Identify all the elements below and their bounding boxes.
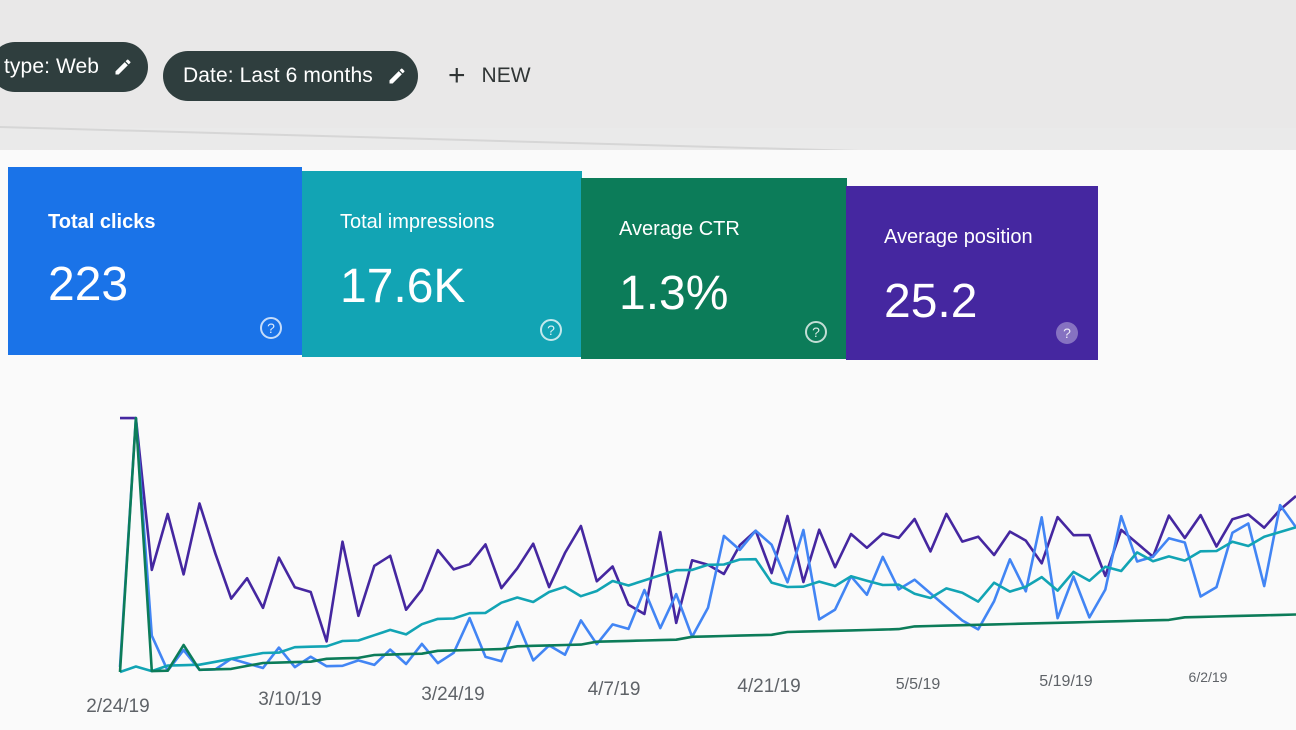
- metric-label: Average position: [884, 226, 1033, 248]
- search-type-filter-chip[interactable]: type: Web: [0, 42, 148, 92]
- metric-value: 223: [48, 258, 129, 311]
- metric-label: Total clicks: [48, 211, 156, 233]
- metric-average-ctr[interactable]: Average CTR 1.3% ?: [581, 178, 847, 359]
- x-tick-label: 2/24/19: [86, 696, 149, 717]
- x-tick-label: 4/21/19: [737, 676, 800, 697]
- add-filter-button[interactable]: + NEW: [448, 59, 531, 92]
- x-tick-label: 6/2/19: [1189, 669, 1228, 685]
- metric-average-position[interactable]: Average position 25.2 ?: [846, 186, 1098, 360]
- metric-total-impressions[interactable]: Total impressions 17.6K ?: [302, 171, 582, 357]
- pencil-icon[interactable]: [387, 66, 407, 86]
- plus-icon: +: [448, 59, 466, 92]
- metric-label: Total impressions: [340, 211, 495, 233]
- x-tick-label: 5/19/19: [1039, 673, 1092, 690]
- question-circle-icon[interactable]: ?: [540, 319, 562, 341]
- performance-chart[interactable]: 2/24/19 3/10/19 3/24/19 4/7/19 4/21/19 5/5/19…: [0, 360, 1296, 730]
- x-axis-ticks: 2/24/19 3/10/19 3/24/19 4/7/19 4/21/19 5/5/19…: [86, 669, 1227, 717]
- x-tick-label: 5/5/19: [896, 676, 941, 693]
- chart-series-line-3: [118, 416, 1296, 673]
- performance-line-chart[interactable]: 2/24/19 3/10/19 3/24/19 4/7/19 4/21/19 5/5/19…: [0, 360, 1296, 730]
- add-filter-label: NEW: [481, 64, 531, 87]
- metric-value: 25.2: [884, 275, 978, 328]
- chart-series-line-1: [118, 416, 1296, 673]
- question-circle-icon[interactable]: ?: [1056, 322, 1078, 344]
- metric-label: Average CTR: [619, 218, 740, 240]
- metric-value: 1.3%: [619, 267, 729, 320]
- x-tick-label: 4/7/19: [588, 679, 641, 700]
- date-filter-label: Date: Last 6 months: [183, 64, 373, 87]
- date-filter-chip[interactable]: Date: Last 6 months: [163, 51, 418, 101]
- search-type-filter-label: type: Web: [4, 55, 100, 78]
- metric-value: 17.6K: [340, 260, 466, 313]
- x-tick-label: 3/24/19: [421, 684, 484, 705]
- filter-bar: type: Web Date: Last 6 months + NEW: [0, 0, 1296, 128]
- question-circle-icon[interactable]: ?: [260, 317, 282, 339]
- chart-series-line-2: [119, 526, 1296, 674]
- pencil-icon[interactable]: [113, 57, 133, 77]
- question-circle-icon[interactable]: ?: [805, 321, 827, 343]
- metric-total-clicks[interactable]: Total clicks 223 ?: [8, 167, 302, 355]
- series-layer: [118, 416, 1296, 674]
- x-tick-label: 3/10/19: [258, 689, 321, 710]
